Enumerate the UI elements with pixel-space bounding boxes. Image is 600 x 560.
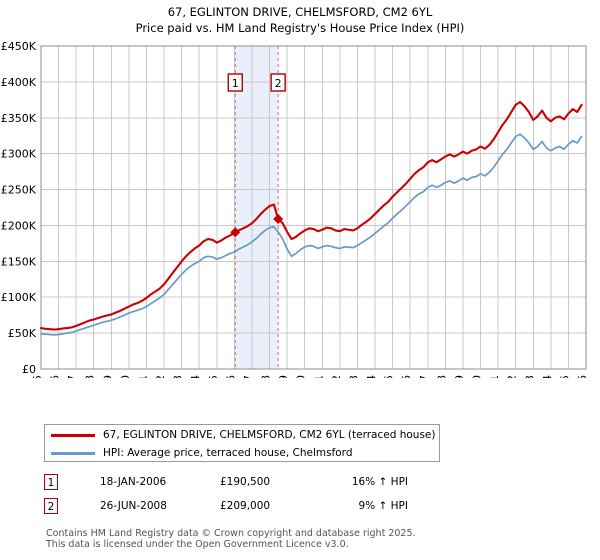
x-axis-tick-label: 2011 xyxy=(312,375,325,378)
x-axis-tick-label: 2009 xyxy=(277,375,290,378)
x-axis-tick-label: 1999 xyxy=(101,375,114,378)
page-title-address: 67, EGLINTON DRIVE, CHELMSFORD, CM2 6YL xyxy=(167,5,433,19)
ownership-period-band xyxy=(235,46,279,369)
x-axis-tick-label: 2023 xyxy=(523,375,536,378)
x-axis-tick-label: 2018 xyxy=(435,375,448,378)
y-axis-tick-label: £0 xyxy=(22,363,36,376)
x-axis-tick-label: 2002 xyxy=(154,375,167,378)
x-axis-tick-label: 1995 xyxy=(31,375,44,378)
x-axis-tick-label: 2007 xyxy=(242,375,255,378)
transaction-hpi-delta: 9% ↑ HPI xyxy=(358,500,408,512)
x-axis-tick-label: 1996 xyxy=(49,375,62,378)
x-axis-tick-label: 2003 xyxy=(172,375,185,378)
y-axis-tick-label: £100K xyxy=(1,291,37,304)
chart-area: £0 £50K £100K £150K £200K £250K £300K £350K £400… xyxy=(0,38,600,378)
series-line-property xyxy=(39,100,583,331)
x-axis-tick-label: 2020 xyxy=(471,375,484,378)
legend-swatch-property xyxy=(51,433,95,437)
transaction-marker-callout-label: 2 xyxy=(275,77,282,90)
page-title-subtitle: Price paid vs. HM Land Registry's House … xyxy=(135,21,465,35)
transaction-marker-badge: 1 xyxy=(44,474,58,490)
x-axis-tick-label: 2026 xyxy=(576,375,589,378)
x-axis-tick-label: 2019 xyxy=(453,375,466,378)
x-axis-tick-label: 2006 xyxy=(224,375,237,378)
footer-attribution: Contains HM Land Registry data © Crown c… xyxy=(46,528,586,550)
transaction-marker-callout-label: 1 xyxy=(232,77,239,90)
footer-line-copyright: Contains HM Land Registry data © Crown c… xyxy=(46,528,416,539)
legend-item-hpi: HPI: Average price, terraced house, Chel… xyxy=(51,444,439,462)
chart-legend: 67, EGLINTON DRIVE, CHELMSFORD, CM2 6YL … xyxy=(44,424,440,462)
table-row: 1 18-JAN-2006 £190,500 16% ↑ HPI xyxy=(44,470,464,494)
y-axis-tick-label: £150K xyxy=(1,255,37,268)
transaction-point-marker xyxy=(273,213,284,224)
y-axis-tick-label: £350K xyxy=(1,112,37,125)
transaction-date: 26-JUN-2008 xyxy=(100,500,167,512)
legend-label-hpi: HPI: Average price, terraced house, Chel… xyxy=(103,447,353,459)
page-title: 67, EGLINTON DRIVE, CHELMSFORD, CM2 6YL … xyxy=(0,4,600,36)
transaction-date: 18-JAN-2006 xyxy=(100,476,167,488)
x-axis-tick-label: 2025 xyxy=(558,375,571,378)
footer-line-licence: This data is licensed under the Open Gov… xyxy=(46,539,349,550)
x-axis-tick-label: 2000 xyxy=(119,375,132,378)
transaction-price: £190,500 xyxy=(220,476,271,488)
legend-item-property: 67, EGLINTON DRIVE, CHELMSFORD, CM2 6YL … xyxy=(51,426,439,444)
y-axis-tick-label: £400K xyxy=(1,76,37,89)
transaction-hpi-delta: 16% ↑ HPI xyxy=(351,476,408,488)
transactions-table: 1 18-JAN-2006 £190,500 16% ↑ HPI 2 26-JU… xyxy=(44,470,464,518)
x-axis-tick-label: 2016 xyxy=(400,375,413,378)
price-history-line-chart: £0 £50K £100K £150K £200K £250K £300K £350K £400… xyxy=(1,40,589,378)
x-axis-tick-label: 2021 xyxy=(488,375,501,378)
x-axis-tick-label: 2013 xyxy=(347,375,360,378)
x-axis-tick-label: 2024 xyxy=(541,375,554,378)
series-line-hpi xyxy=(40,133,583,336)
x-axis-tick-label: 2022 xyxy=(506,375,519,378)
transaction-marker-callout-box xyxy=(270,73,286,92)
transaction-point-marker xyxy=(230,227,241,238)
x-axis-tick-label: 2004 xyxy=(189,375,202,378)
y-axis-tick-label: £250K xyxy=(1,184,37,197)
legend-label-property: 67, EGLINTON DRIVE, CHELMSFORD, CM2 6YL … xyxy=(103,429,436,441)
x-axis-tick-label: 2012 xyxy=(330,375,343,378)
y-axis-tick-label: £200K xyxy=(1,219,37,232)
transaction-marker-callout-box xyxy=(227,73,243,92)
x-axis-tick-label: 2005 xyxy=(207,375,220,378)
plot-border xyxy=(40,45,587,370)
table-row: 2 26-JUN-2008 £209,000 9% ↑ HPI xyxy=(44,494,464,518)
x-axis-tick-label: 2010 xyxy=(295,375,308,378)
x-axis-tick-label: 2014 xyxy=(365,375,378,378)
legend-swatch-hpi xyxy=(51,451,95,455)
x-axis-tick-label: 1997 xyxy=(66,375,79,378)
y-axis-tick-label: £50K xyxy=(8,327,37,340)
y-axis-tick-label: £450K xyxy=(1,40,37,53)
x-axis-tick-label: 2008 xyxy=(260,375,273,378)
transaction-price: £209,000 xyxy=(220,500,271,512)
transaction-marker-badge: 2 xyxy=(44,498,58,514)
y-axis-tick-label: £300K xyxy=(1,148,37,161)
x-axis-tick-label: 1998 xyxy=(84,375,97,378)
x-axis-tick-label: 2001 xyxy=(136,375,149,378)
x-axis-tick-label: 2015 xyxy=(383,375,396,378)
x-axis-tick-label: 2017 xyxy=(418,375,431,378)
